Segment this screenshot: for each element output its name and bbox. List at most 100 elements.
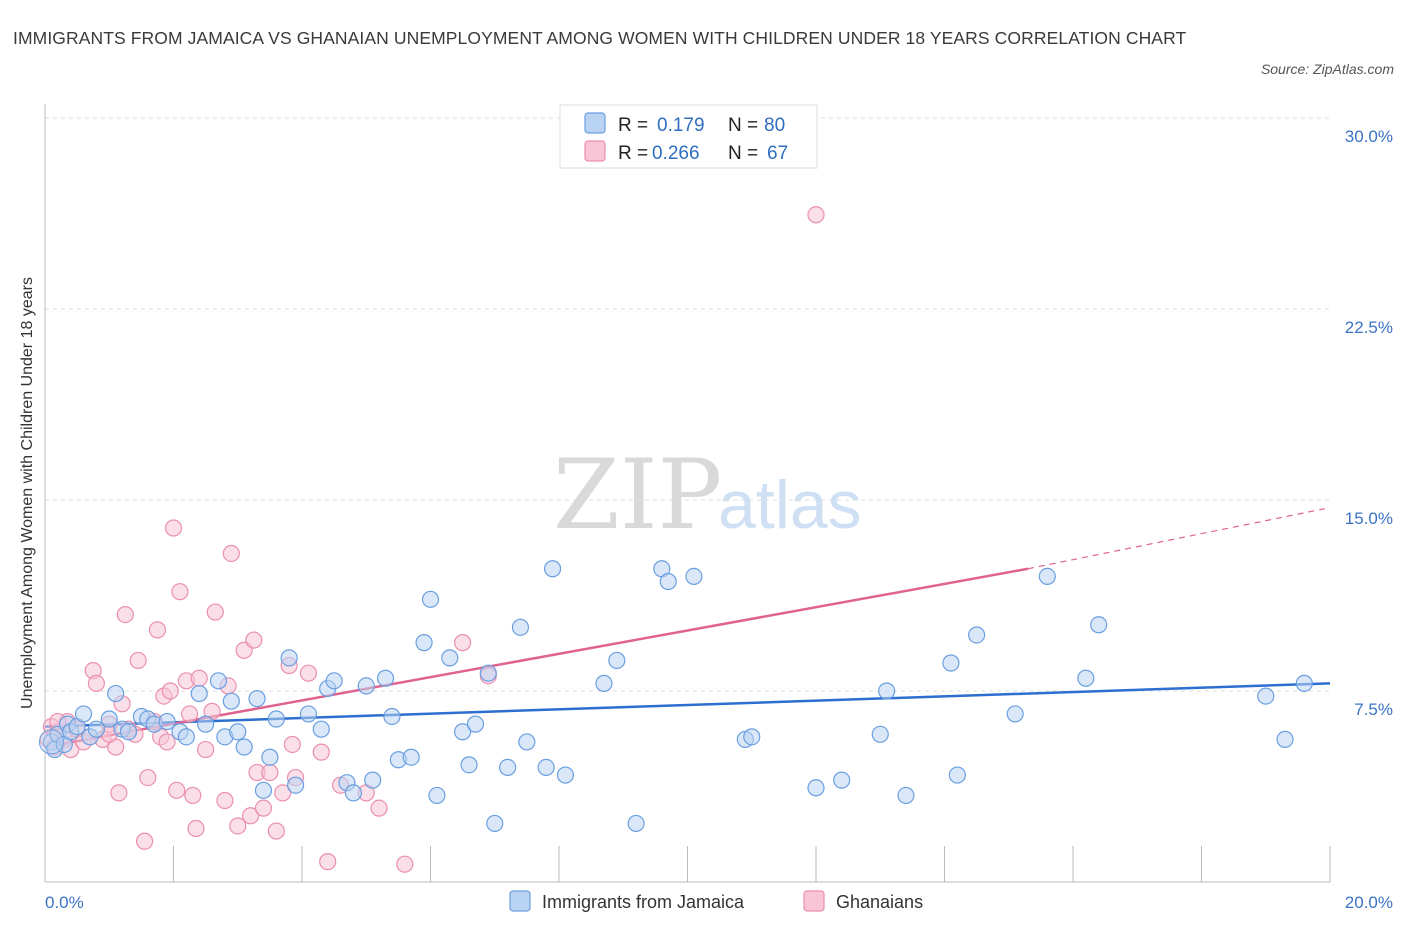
jamaica-point-31 bbox=[280, 649, 298, 667]
ghanaians-point-43 bbox=[229, 817, 247, 835]
jamaica-point-11 bbox=[107, 684, 125, 703]
y-tick-label-2: 22.5% bbox=[1345, 318, 1393, 337]
jamaica-point-76 bbox=[1006, 705, 1024, 723]
jamaica-point-26 bbox=[235, 738, 253, 756]
ghanaians-point-42 bbox=[222, 544, 240, 563]
y-tick-label-1: 15.0% bbox=[1345, 509, 1393, 528]
jamaica-point-75 bbox=[968, 626, 986, 644]
bottom-legend: Immigrants from Jamaica Ghanaians bbox=[509, 890, 923, 912]
legend-r-label-jamaica: R = bbox=[618, 115, 648, 136]
ghanaians-point-49 bbox=[261, 763, 279, 782]
ghanaians-point-50 bbox=[267, 822, 285, 840]
jamaica-point-51 bbox=[466, 715, 485, 733]
ghanaians-point-36 bbox=[190, 669, 208, 687]
jamaica-point-22 bbox=[209, 672, 228, 690]
jamaica-point-41 bbox=[376, 669, 395, 687]
jamaica-point-34 bbox=[312, 720, 330, 738]
jamaica-point-20 bbox=[190, 684, 208, 703]
bottom-legend-label-ghanaians: Ghanaians bbox=[836, 892, 923, 912]
legend: R = 0.179 N = 80 R = 0.266 N = 67 bbox=[559, 104, 818, 169]
jamaica-point-61 bbox=[608, 651, 626, 670]
trend-line-ghanaians-extension bbox=[1027, 507, 1331, 570]
jamaica-point-74 bbox=[948, 766, 966, 784]
jamaica-point-39 bbox=[357, 677, 375, 695]
jamaica-point-59 bbox=[556, 766, 575, 784]
chart-source: Source: ZipAtlas.com bbox=[1260, 61, 1394, 77]
jamaica-point-60 bbox=[595, 674, 613, 692]
ghanaians-point-51 bbox=[274, 784, 292, 802]
jamaica-point-25 bbox=[229, 723, 247, 741]
jamaica-point-68 bbox=[807, 779, 825, 797]
ghanaians-point-20 bbox=[129, 651, 147, 670]
jamaica-point-52 bbox=[479, 664, 497, 682]
jamaica-point-69 bbox=[833, 771, 851, 789]
jamaica-point-64 bbox=[659, 572, 677, 591]
legend-r-value-jamaica: 0.179 bbox=[657, 115, 705, 136]
ghanaians-point-17 bbox=[116, 605, 134, 624]
jamaica-point-29 bbox=[261, 748, 279, 766]
ghanaians-point-37 bbox=[197, 740, 215, 759]
jamaica-point-79 bbox=[1090, 616, 1108, 634]
legend-n-label-jamaica: N = bbox=[728, 115, 758, 136]
jamaica-point-36 bbox=[325, 672, 343, 690]
legend-swatch-ghanaians bbox=[584, 140, 606, 162]
jamaica-point-49 bbox=[454, 723, 472, 741]
jamaica-point-50 bbox=[460, 756, 478, 774]
jamaica-point-33 bbox=[299, 705, 318, 723]
jamaica-point-81 bbox=[1276, 730, 1294, 748]
ghanaians-point-28 bbox=[161, 682, 179, 700]
ghanaians-point-34 bbox=[184, 786, 202, 805]
y-tick-label-0: 7.5% bbox=[1354, 700, 1393, 719]
trend-line-jamaica bbox=[44, 682, 1331, 728]
ghanaians-point-64 bbox=[807, 206, 825, 224]
jamaica-point-46 bbox=[421, 590, 440, 608]
jamaica-point-40 bbox=[364, 771, 382, 789]
jamaica-point-55 bbox=[511, 618, 530, 636]
jamaica-point-44 bbox=[402, 748, 420, 766]
jamaica-point-32 bbox=[286, 776, 305, 794]
jamaica-point-24 bbox=[222, 692, 240, 710]
jamaica-point-9 bbox=[87, 720, 106, 738]
x-tick-label-1: 20.0% bbox=[1345, 893, 1393, 912]
legend-n-value-jamaica: 80 bbox=[764, 115, 785, 136]
ghanaians-point-29 bbox=[164, 519, 183, 537]
jamaica-point-13 bbox=[119, 723, 138, 741]
chart-title: IMMIGRANTS FROM JAMAICA VS GHANAIAN UNEM… bbox=[13, 28, 1187, 48]
jamaica-point-78 bbox=[1077, 669, 1095, 687]
jamaica-point-10 bbox=[100, 710, 118, 728]
x-tick-labels: 0.0% 20.0% bbox=[45, 893, 1393, 912]
legend-n-label-ghanaians: N = bbox=[728, 143, 758, 164]
ghanaians-point-21 bbox=[135, 832, 154, 850]
ghanaians-point-35 bbox=[187, 819, 205, 838]
jamaica-point-72 bbox=[897, 786, 915, 805]
ghanaians-point-39 bbox=[206, 603, 224, 621]
ghanaians-point-53 bbox=[283, 735, 301, 754]
jamaica-point-82 bbox=[1295, 674, 1313, 692]
ghanaians-point-30 bbox=[168, 781, 186, 799]
jamaica-point-67 bbox=[743, 728, 761, 746]
jamaica-point-65 bbox=[685, 567, 703, 586]
jamaica-point-53 bbox=[486, 814, 504, 833]
ghanaians-point-11 bbox=[87, 674, 106, 692]
jamaica-point-42 bbox=[383, 707, 401, 726]
legend-r-label-ghanaians: R = bbox=[618, 143, 648, 164]
ghanaians-point-33 bbox=[180, 705, 199, 723]
jamaica-point-38 bbox=[344, 784, 362, 802]
legend-swatch-jamaica bbox=[584, 112, 606, 134]
jamaica-point-19 bbox=[177, 728, 195, 746]
jamaica-point-47 bbox=[428, 786, 446, 805]
bottom-legend-swatch-jamaica bbox=[509, 890, 531, 912]
series-jamaica bbox=[38, 560, 1313, 833]
jamaica-point-21 bbox=[197, 715, 215, 733]
ghanaians-point-22 bbox=[139, 768, 157, 787]
ghanaians-point-62 bbox=[454, 634, 472, 652]
ghanaians-point-15 bbox=[110, 784, 128, 802]
jamaica-point-57 bbox=[537, 758, 555, 777]
ghanaians-point-57 bbox=[319, 853, 337, 871]
jamaica-point-48 bbox=[441, 649, 459, 667]
jamaica-point-73 bbox=[942, 654, 960, 672]
x-tick-label-0: 0.0% bbox=[45, 893, 84, 912]
jamaica-point-77 bbox=[1038, 567, 1056, 586]
jamaica-point-62 bbox=[627, 814, 645, 833]
